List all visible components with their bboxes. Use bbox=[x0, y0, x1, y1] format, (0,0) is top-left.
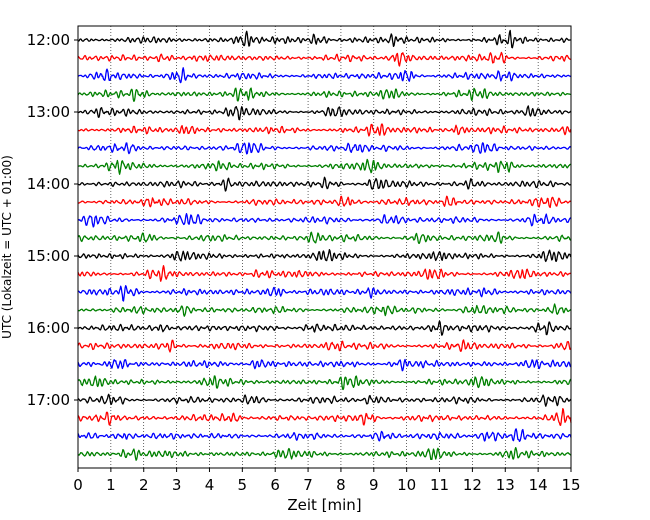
x-tick-label: 4 bbox=[205, 476, 215, 494]
seismic-trace bbox=[77, 339, 572, 353]
x-tick-label: 5 bbox=[238, 476, 248, 494]
y-tick-label: 17:00 bbox=[27, 391, 70, 409]
seismic-trace bbox=[77, 87, 572, 103]
trace-group bbox=[77, 29, 572, 461]
seismic-trace bbox=[77, 303, 572, 317]
seismic-trace bbox=[77, 231, 572, 244]
seismic-trace bbox=[77, 428, 572, 442]
seismic-trace bbox=[77, 358, 572, 372]
seismic-trace bbox=[77, 51, 572, 67]
seismic-trace bbox=[77, 265, 572, 282]
x-tick-label: 9 bbox=[369, 476, 379, 494]
seismic-trace bbox=[77, 67, 572, 84]
seismic-trace bbox=[77, 195, 572, 209]
seismic-trace bbox=[77, 158, 572, 175]
y-tick-label: 13:00 bbox=[27, 103, 70, 121]
x-tick-label: 10 bbox=[397, 476, 416, 494]
y-axis: 12:00 13:00 14:00 15:00 16:00 17:00 bbox=[27, 31, 78, 409]
plot-frame bbox=[77, 25, 572, 469]
plot-background bbox=[78, 26, 571, 468]
x-tick-label: 3 bbox=[172, 476, 182, 494]
seismic-trace bbox=[77, 249, 572, 263]
seismic-trace bbox=[77, 105, 572, 121]
x-tick-label: 14 bbox=[529, 476, 548, 494]
x-tick-label: 7 bbox=[303, 476, 313, 494]
x-axis: 0 1 2 3 4 5 6 7 8 9 10 11 12 13 14 15 bbox=[73, 468, 581, 494]
y-tick-label: 12:00 bbox=[27, 31, 70, 49]
seismic-trace bbox=[77, 446, 572, 461]
x-tick-label: 11 bbox=[430, 476, 449, 494]
seismic-trace bbox=[77, 213, 572, 228]
seismic-trace bbox=[77, 285, 572, 302]
y-tick-label: 15:00 bbox=[27, 247, 70, 265]
x-tick-label: 2 bbox=[139, 476, 149, 494]
seismic-trace bbox=[77, 29, 572, 49]
x-tick-label: 8 bbox=[336, 476, 346, 494]
seismic-trace bbox=[77, 123, 572, 137]
seismic-trace bbox=[77, 393, 572, 407]
x-tick-label: 13 bbox=[496, 476, 515, 494]
y-tick-label: 16:00 bbox=[27, 319, 70, 337]
seismic-trace bbox=[77, 320, 572, 336]
x-tick-label: 12 bbox=[463, 476, 482, 494]
x-tick-label: 1 bbox=[106, 476, 116, 494]
x-tick-label: 6 bbox=[270, 476, 280, 494]
x-tick-label: 0 bbox=[73, 476, 83, 494]
seismic-trace bbox=[77, 408, 572, 426]
seismic-trace bbox=[77, 375, 572, 391]
x-axis-label: Zeit [min] bbox=[287, 496, 361, 514]
y-axis-label: UTC (Lokalzeit = UTC + 01:00) bbox=[0, 155, 14, 339]
y-tick-label: 14:00 bbox=[27, 175, 70, 193]
seismic-trace bbox=[77, 176, 572, 192]
seismic-trace bbox=[77, 142, 572, 155]
x-tick-label: 15 bbox=[561, 476, 580, 494]
